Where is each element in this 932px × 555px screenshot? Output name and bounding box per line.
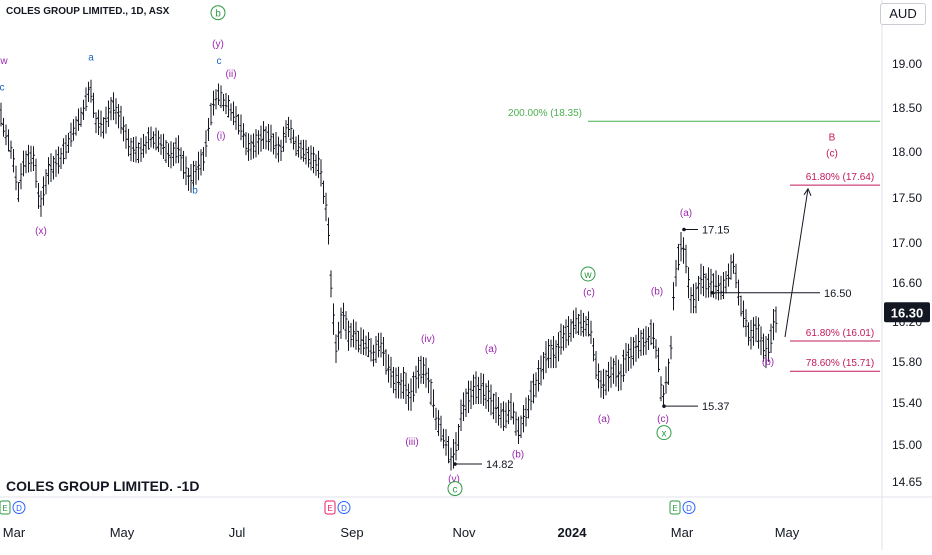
wave-label: (b) <box>651 287 663 298</box>
time-tick-label: May <box>775 525 800 540</box>
earnings-badge <box>0 500 11 515</box>
price-tick-label: 17.50 <box>892 191 922 205</box>
currency-button[interactable]: AUD <box>880 3 926 25</box>
wave-label: a <box>88 53 94 64</box>
wave-label: (a) <box>680 208 692 219</box>
time-tick-label: Nov <box>452 525 476 540</box>
wave-label: (c) <box>657 414 669 425</box>
wave-label: x <box>662 429 667 440</box>
wave-label: b <box>192 185 198 196</box>
wave-label: (x) <box>35 226 47 237</box>
price-annotation-dot <box>662 404 666 408</box>
symbol-header: COLES GROUP LIMITED., 1D, ASX <box>6 6 170 17</box>
price-tick-label: 16.60 <box>892 276 922 290</box>
projection-arrow-line <box>784 188 809 338</box>
wave-label: (a) <box>598 414 610 425</box>
fib-level-label: 200.00% (18.35) <box>508 108 582 119</box>
price-tick-label: 17.00 <box>892 236 922 250</box>
price-annotation-label: 15.37 <box>702 401 730 413</box>
earnings-badge-letter: E <box>2 504 7 513</box>
wave-label-circle <box>656 425 672 441</box>
wave-label-circle <box>447 481 463 497</box>
wave-label: (iii) <box>405 437 418 448</box>
wave-label: (c) <box>826 149 838 160</box>
price-annotation-dot <box>682 227 686 232</box>
wave-label: (i) <box>217 131 226 142</box>
earnings-badge <box>669 500 681 515</box>
time-tick-label: Jul <box>229 525 246 540</box>
time-tick-label: Sep <box>340 525 363 540</box>
wave-label: (iv) <box>421 334 435 345</box>
wave-label-circle <box>580 266 596 282</box>
earnings-badge <box>324 500 336 515</box>
price-tick-label: 15.80 <box>892 355 922 369</box>
wave-label: B <box>829 133 836 144</box>
time-tick-label: May <box>110 525 135 540</box>
dividend-badge <box>12 501 26 514</box>
price-annotation-dot <box>453 462 457 466</box>
fib-level-label: 61.80% (17.64) <box>806 172 874 183</box>
wave-label-circle <box>210 5 226 21</box>
price-annotation-label: 14.82 <box>486 459 514 471</box>
wave-label: c <box>217 56 222 67</box>
dividend-badge-letter: D <box>341 504 347 513</box>
price-tick-label: 18.00 <box>892 145 922 159</box>
fib-level-label: 78.60% (15.71) <box>806 358 874 369</box>
price-annotation-label: 17.15 <box>702 225 730 237</box>
time-tick-label: 2024 <box>558 525 588 540</box>
projection-arrow-head <box>803 187 812 196</box>
wave-label: (b) <box>512 450 524 461</box>
wave-label: w <box>0 56 8 67</box>
wave-label: c <box>453 485 458 496</box>
chart-caption: COLES GROUP LIMITED. -1D <box>6 478 200 494</box>
last-price-label: 16.30 <box>891 305 924 320</box>
fib-level-label: 61.80% (16.01) <box>806 328 874 339</box>
price-tick-label: 14.65 <box>892 475 922 489</box>
dividend-badge-letter: D <box>686 504 692 513</box>
wave-label: b <box>215 9 221 20</box>
wave-label: (a) <box>485 344 497 355</box>
wave-label: c <box>0 82 5 93</box>
wave-label: (b) <box>762 357 774 368</box>
earnings-badge-letter: E <box>672 504 677 513</box>
dividend-badge <box>682 501 696 514</box>
price-annotation-dot <box>710 290 714 295</box>
time-tick-label: Mar <box>671 525 694 540</box>
price-annotation-label: 16.50 <box>824 288 852 300</box>
wave-label: (v) <box>448 474 460 485</box>
earnings-badge-letter: E <box>327 504 332 513</box>
price-tick-label: 15.00 <box>892 438 922 452</box>
dividend-badge <box>337 501 351 514</box>
wave-label: (ii) <box>225 69 236 80</box>
price-tick-label: 18.50 <box>892 101 922 115</box>
wave-label: (c) <box>583 288 595 299</box>
wave-label: (y) <box>212 39 224 50</box>
time-tick-label: Mar <box>3 525 26 540</box>
price-tick-label: 15.40 <box>892 396 922 410</box>
dividend-badge-letter: D <box>16 504 22 513</box>
wave-label: w <box>583 270 592 281</box>
last-price-badge <box>884 302 930 323</box>
price-tick-label: 19.00 <box>892 57 922 71</box>
